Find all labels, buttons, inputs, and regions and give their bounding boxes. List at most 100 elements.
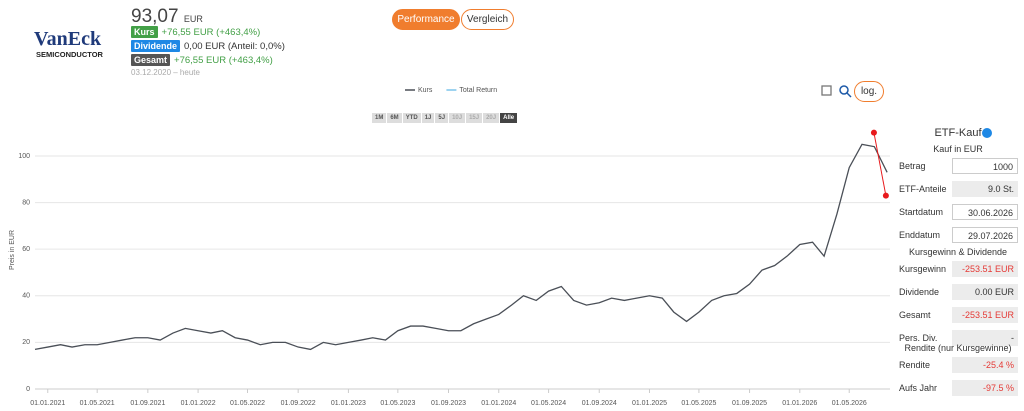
x-tick-label: 01.01.2026 (782, 400, 817, 407)
price-value: 93,07 (131, 6, 179, 27)
x-tick-label: 01.09.2021 (130, 400, 165, 407)
y-tick-label: 80 (22, 199, 30, 206)
summary-value: +76,55 EUR (+463,4%) (174, 55, 273, 66)
y-tick-label: 0 (26, 386, 30, 393)
zoom-handle (846, 92, 852, 98)
x-tick-label: 01.09.2024 (582, 400, 617, 407)
x-tick-label: 01.01.2024 (481, 400, 516, 407)
summary-value: 0,00 EUR (Anteil: 0,0%) (184, 41, 285, 52)
panel-label: Aufs Jahr (899, 383, 938, 393)
selection-point (870, 129, 877, 136)
summary-row: Kurs +76,55 EUR (+463,4%) (131, 26, 285, 40)
x-tick-label: 01.01.2023 (331, 400, 366, 407)
x-tick-label: 01.09.2022 (281, 400, 316, 407)
tab[interactable]: Performance (392, 9, 460, 30)
panel-value[interactable]: 30.06.2026 (952, 204, 1018, 220)
panel-value: - (952, 330, 1018, 346)
log-button[interactable]: log. (854, 81, 884, 102)
summary: Kurs +76,55 EUR (+463,4%) Dividende 0,00 EU… (131, 26, 285, 68)
period: 03.12.2020 – heute (131, 68, 200, 77)
y-tick-label: 40 (22, 293, 30, 300)
panel-label: ETF-Anteile (899, 184, 947, 194)
panel-row: ETF-Anteile 9.0 St. (896, 180, 1020, 199)
y-axis-label: Preis in EUR (9, 230, 16, 270)
panel-row: Kursgewinn -253.51 EUR (896, 260, 1020, 279)
panel-row: Startdatum 30.06.2026 (896, 203, 1020, 222)
range-button[interactable]: 1J (421, 113, 435, 123)
range-button[interactable]: 5J (435, 113, 449, 123)
summary-row: Dividende 0,00 EUR (Anteil: 0,0%) (131, 40, 285, 54)
panel-label: Gesamt (899, 310, 931, 320)
chart: 0 20 40 60 80 100 01.01.2021 01.05.2021 01.09.20… (9, 87, 890, 407)
panel-label: Dividende (899, 287, 940, 297)
legend-label: Total Return (459, 87, 497, 94)
badge: Dividende (131, 40, 181, 52)
panel-value: -25.4 % (952, 357, 1018, 373)
summary-value: +76,55 EUR (+463,4%) (161, 27, 261, 38)
range-buttons: 1M 6M YTD 1J 5J 10J 15J 20J Alle (372, 106, 518, 124)
range-button: 10J (449, 113, 466, 123)
summary-row: Gesamt +76,55 EUR (+463,4%) (131, 54, 285, 68)
section-title: Rendite (nur Kursgewinne) (904, 343, 1012, 353)
panel-value: -253.51 EUR (952, 307, 1018, 323)
panel-label: Rendite (899, 360, 931, 370)
x-tick-label: 01.05.2026 (832, 400, 867, 407)
panel-row: Pers. Div. - (896, 329, 1020, 348)
panel-row: Gesamt -253.51 EUR (896, 306, 1020, 325)
range-button[interactable]: 6M (387, 113, 402, 123)
x-tick-label: 01.09.2023 (431, 400, 466, 407)
currency: EUR (183, 14, 203, 24)
y-tick-label: 60 (22, 246, 30, 253)
range-button[interactable]: 1M (372, 113, 387, 123)
panel-value: -97.5 % (952, 380, 1018, 396)
logo: VanEck (34, 28, 102, 50)
info-icon (982, 128, 992, 138)
zoom-icon[interactable] (839, 85, 849, 95)
panel-subtitle: Kauf in EUR (933, 144, 983, 154)
panel-label: Pers. Div. (899, 333, 938, 343)
price: 93,07 EUR (131, 6, 203, 28)
price-line (34, 143, 888, 351)
range-button: 20J (483, 113, 500, 123)
badge: Kurs (131, 26, 158, 38)
range-button[interactable]: Alle (500, 113, 518, 123)
x-tick-label: 01.01.2022 (181, 400, 216, 407)
x-tick-label: 01.05.2024 (531, 400, 566, 407)
x-tick-label: 01.05.2022 (230, 400, 265, 407)
section-title: Kursgewinn & Dividende (908, 247, 1008, 257)
panel-row: Aufs Jahr -97.5 % (896, 379, 1020, 398)
panel-row: Rendite -25.4 % (896, 356, 1020, 375)
panel-value: -253.51 EUR (952, 261, 1018, 277)
tab[interactable]: Vergleich (461, 9, 514, 30)
x-tick-label: 01.01.2025 (632, 400, 667, 407)
x-tick-label: 01.05.2021 (80, 400, 115, 407)
panel-value: 0.00 EUR (952, 284, 1018, 300)
panel-value: 9.0 St. (952, 181, 1018, 197)
panel-row: Dividende 0.00 EUR (896, 283, 1020, 302)
panel-label: Enddatum (899, 230, 941, 240)
badge: Gesamt (131, 54, 171, 66)
panel-value[interactable]: 1000 (952, 158, 1018, 174)
x-tick-label: 01.05.2023 (380, 400, 415, 407)
range-button[interactable]: YTD (402, 113, 421, 123)
panel-value[interactable]: 29.07.2026 (952, 227, 1018, 243)
y-tick-label: 20 (22, 339, 30, 346)
panel-label: Kursgewinn (899, 264, 947, 274)
x-tick-label: 01.05.2025 (681, 400, 716, 407)
save-icon[interactable] (821, 85, 832, 96)
logo-sub: SEMICONDUCTOR (36, 50, 103, 59)
panel-row: Betrag 1000 (896, 157, 1020, 176)
x-tick-label: 01.01.2021 (30, 400, 65, 407)
panel-label: Betrag (899, 161, 926, 171)
selection-line (873, 132, 887, 196)
toolbar-icons (821, 85, 852, 98)
range-button: 15J (466, 113, 483, 123)
panel-row: Enddatum 29.07.2026 (896, 226, 1020, 245)
legend-label: Kurs (418, 87, 433, 94)
x-tick-label: 01.09.2025 (732, 400, 767, 407)
panel-title: ETF-Kauf (934, 127, 982, 139)
selection-point (882, 192, 889, 199)
panel-label: Startdatum (899, 207, 944, 217)
y-tick-label: 100 (18, 153, 30, 160)
